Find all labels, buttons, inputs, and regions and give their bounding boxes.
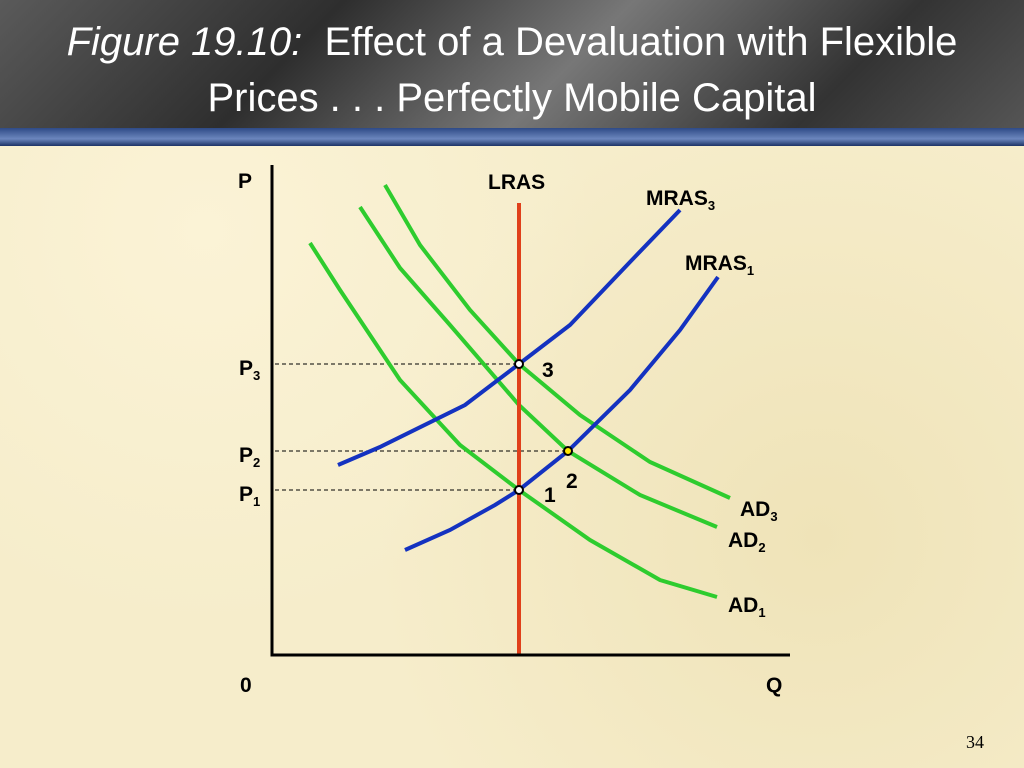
price-label: P2 <box>239 444 260 470</box>
y-axis-label: P <box>238 170 252 193</box>
curve-label: MRAS1 <box>685 252 754 278</box>
label-sub: 3 <box>708 198 715 213</box>
ad1-curve <box>308 241 718 599</box>
label-main: MRAS <box>646 187 708 210</box>
slide-title: Figure 19.10: Effect of a Devaluation wi… <box>40 14 984 126</box>
page-number: 34 <box>966 732 984 752</box>
label-main: AD <box>728 594 758 617</box>
x-axis-label: Q <box>766 674 782 697</box>
label-main: P <box>239 444 253 467</box>
label-sub: 2 <box>253 455 260 470</box>
label-sub: 1 <box>758 605 765 620</box>
label-sub: 3 <box>770 509 777 524</box>
label-main: AD <box>728 529 758 552</box>
point-label: 2 <box>566 470 578 493</box>
equilibrium-point <box>563 446 573 456</box>
price-label: P1 <box>239 483 260 509</box>
curve-label: AD1 <box>728 594 766 620</box>
price-label: P3 <box>239 357 260 383</box>
label-sub: 1 <box>253 494 260 509</box>
label-sub: 2 <box>758 540 765 555</box>
curves <box>270 165 790 657</box>
equilibrium-point <box>514 485 524 495</box>
mras1-curve <box>404 275 720 552</box>
curve-label: LRAS <box>488 171 545 194</box>
curve-label: MRAS3 <box>646 187 715 213</box>
ad2-curve <box>358 205 718 529</box>
equilibrium-point <box>514 359 524 369</box>
label-sub: 1 <box>747 263 754 278</box>
label-main: MRAS <box>685 252 747 275</box>
curve-label: AD2 <box>728 529 766 555</box>
point-label: 1 <box>544 484 556 507</box>
curve-label: AD3 <box>740 498 778 524</box>
label-main: P <box>239 483 253 506</box>
title-text: Effect of a Devaluation with Flexible Pr… <box>207 20 958 120</box>
point-label: 3 <box>542 359 554 382</box>
label-main: P <box>239 357 253 380</box>
header-banner <box>0 0 1024 130</box>
label-main: AD <box>740 498 770 521</box>
figure-number: Figure 19.10: <box>66 20 303 64</box>
axes <box>270 165 790 657</box>
header-bar <box>0 128 1024 146</box>
label-sub: 3 <box>253 368 260 383</box>
origin-label: 0 <box>240 674 252 697</box>
